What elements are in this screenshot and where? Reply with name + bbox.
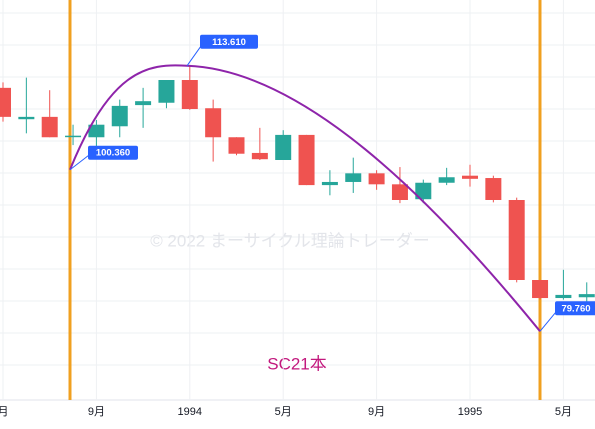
candle-body bbox=[368, 173, 385, 185]
candle-body bbox=[485, 178, 502, 200]
candle-body bbox=[438, 177, 455, 183]
candle-body bbox=[321, 181, 338, 186]
candle-body bbox=[111, 105, 128, 127]
x-tick-label: 月 bbox=[0, 406, 9, 418]
pivot-label-box bbox=[88, 145, 138, 160]
x-tick-label: 9月 bbox=[368, 406, 385, 418]
annotation: SC21本 bbox=[267, 354, 327, 373]
candle-body bbox=[298, 134, 315, 186]
pivot-label: 113.610 bbox=[212, 37, 246, 48]
x-tick-label: 9月 bbox=[88, 406, 105, 418]
pivot-label-box bbox=[200, 34, 258, 49]
candle-body bbox=[88, 124, 105, 138]
candle-body bbox=[251, 152, 268, 160]
candle-body bbox=[228, 137, 245, 154]
candle-body bbox=[532, 280, 549, 299]
candle-body bbox=[158, 80, 175, 103]
candle-body bbox=[415, 182, 432, 200]
pivot-label: 79.760 bbox=[561, 303, 590, 314]
x-tick-label: 5月 bbox=[275, 406, 292, 418]
candle-body bbox=[181, 80, 198, 110]
candle-body bbox=[345, 173, 362, 182]
candle-body bbox=[18, 116, 35, 120]
grid bbox=[0, 12, 595, 366]
candle-body bbox=[555, 294, 572, 299]
x-tick-label: 1994 bbox=[178, 406, 202, 418]
x-tick-label: 1995 bbox=[458, 406, 482, 418]
candle-body bbox=[275, 134, 292, 160]
candle-body bbox=[135, 101, 152, 106]
cycle-arc bbox=[69, 64, 541, 332]
pivot-label: 100.360 bbox=[96, 148, 130, 159]
candle-body bbox=[0, 87, 11, 117]
candle-body bbox=[391, 184, 408, 200]
candle-body bbox=[205, 108, 222, 138]
watermark: © 2022 まーサイクル理論トレーダー bbox=[150, 231, 430, 250]
candle-body bbox=[578, 294, 595, 298]
candle-body bbox=[462, 175, 478, 179]
pivot-label-box bbox=[555, 301, 595, 316]
candle-body bbox=[41, 116, 58, 138]
x-tick-label: 5月 bbox=[555, 406, 572, 418]
candle-body bbox=[508, 200, 525, 280]
candle-body bbox=[65, 135, 82, 138]
